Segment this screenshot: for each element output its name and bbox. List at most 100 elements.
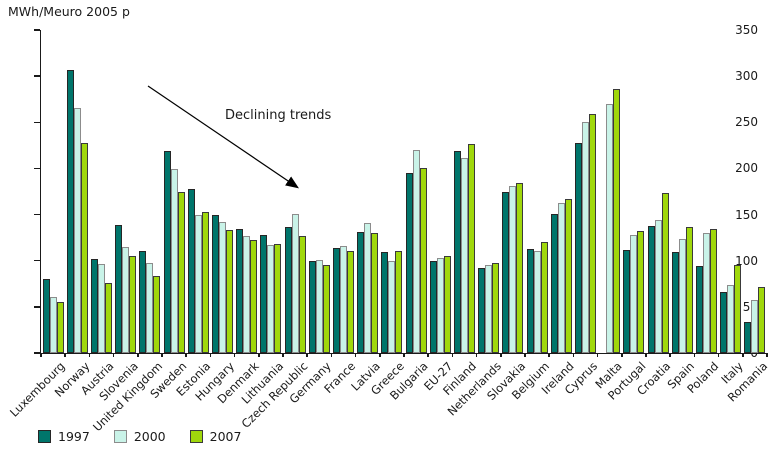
bar-2007 <box>250 240 258 353</box>
legend-label-2000: 2000 <box>133 429 166 444</box>
x-axis-tick <box>548 353 550 357</box>
bar-group-latvia <box>356 30 380 353</box>
bar-1997 <box>308 261 316 353</box>
bar-group-cyprus <box>573 30 597 353</box>
x-axis-tick <box>693 353 696 357</box>
bar-2000 <box>388 261 396 353</box>
bar-1997 <box>526 249 534 353</box>
bar-2007 <box>56 302 64 353</box>
bar-group-malta <box>598 30 622 353</box>
y-axis-tick <box>34 259 40 262</box>
bar-2000 <box>243 236 251 353</box>
x-axis-tick <box>354 353 357 357</box>
bar-2007 <box>661 193 669 353</box>
y-axis-tick <box>34 167 40 170</box>
legend-item-1997: 1997 <box>38 429 90 444</box>
y-axis-tick-label: 0 <box>750 346 758 360</box>
bar-group-czech-republic <box>283 30 307 353</box>
bar-1997 <box>332 248 340 353</box>
bar-2000 <box>436 258 444 353</box>
x-axis-tick <box>209 353 212 357</box>
legend-swatch-1997 <box>38 430 51 443</box>
x-axis-tick <box>233 353 236 357</box>
bar-2000 <box>678 239 686 353</box>
x-axis-tick <box>645 353 647 357</box>
bar-2000 <box>49 297 57 353</box>
x-axis-tick <box>137 353 139 357</box>
bar-2007 <box>346 251 354 353</box>
y-axis-tick <box>34 213 40 216</box>
bar-2000 <box>460 158 468 353</box>
bar-1997 <box>284 227 292 353</box>
bar-1997 <box>260 235 268 353</box>
bar-2007 <box>104 283 112 353</box>
bar-group-portugal <box>622 30 646 353</box>
bar-2000 <box>702 233 710 353</box>
bar-group-eu-27 <box>428 30 452 353</box>
bar-group-germany <box>307 30 331 353</box>
bar-1997 <box>550 214 558 353</box>
x-axis-tick <box>161 353 163 357</box>
bar-2007 <box>443 256 451 353</box>
bar-2007 <box>395 251 403 353</box>
bar-2007 <box>709 229 717 353</box>
legend-item-2007: 2007 <box>189 429 242 444</box>
x-axis-tick <box>282 353 284 357</box>
bar-1997 <box>744 322 752 353</box>
x-axis-tick <box>258 353 260 357</box>
bar-1997 <box>357 232 365 353</box>
x-axis-tick <box>306 353 308 357</box>
bar-1997 <box>502 192 510 353</box>
x-axis-tick <box>621 353 623 357</box>
bar-1997 <box>139 251 147 353</box>
bar-2007 <box>492 263 500 353</box>
bar-2000 <box>654 220 662 353</box>
bar-group-netherlands <box>477 30 501 353</box>
bar-group-lithuania <box>259 30 283 353</box>
bar-2007 <box>734 265 742 353</box>
y-axis-tick <box>34 121 40 124</box>
x-axis-tick <box>717 353 720 357</box>
legend-label-1997: 1997 <box>58 429 90 444</box>
x-axis-tick <box>427 353 429 357</box>
y-axis-tick <box>34 306 40 308</box>
bar-2007 <box>685 227 693 353</box>
legend: 1997 2000 2007 <box>38 429 241 444</box>
bar-group-greece <box>380 30 404 353</box>
x-axis-tick <box>379 353 381 357</box>
bar-2000 <box>170 169 178 353</box>
bar-group-spain <box>670 30 694 353</box>
bar-group-bulgaria <box>404 30 428 353</box>
bar-1997 <box>671 252 679 353</box>
bar-1997 <box>574 143 582 353</box>
bar-2000 <box>533 251 541 353</box>
x-axis-tick <box>330 353 333 357</box>
bar-group-norway <box>65 30 89 353</box>
bar-1997 <box>42 279 50 353</box>
y-axis-tick <box>34 352 40 354</box>
bar-2007 <box>467 144 475 353</box>
bar-group-slovakia <box>501 30 525 353</box>
bar-2000 <box>146 263 154 353</box>
x-axis-tick <box>112 353 115 357</box>
x-axis-tick <box>185 353 187 357</box>
bar-1997 <box>236 229 244 353</box>
x-axis-tick <box>88 353 91 357</box>
bar-1997 <box>381 252 389 353</box>
bar-2007 <box>80 143 88 353</box>
bar-group-finland <box>452 30 476 353</box>
y-axis-tick-label: 100 <box>735 253 758 268</box>
x-axis-tick <box>64 353 66 357</box>
bar-group-croatia <box>646 30 670 353</box>
bar-2000 <box>339 246 347 353</box>
legend-label-2007: 2007 <box>209 429 242 444</box>
y-axis-tick <box>34 29 40 31</box>
bar-group-denmark <box>235 30 259 353</box>
bar-2000 <box>291 214 299 353</box>
plot-area: 0 50 100 150 200 250 300 350 <box>34 23 768 360</box>
y-axis-tick-label: 300 <box>735 69 758 84</box>
bar-2000 <box>630 235 638 353</box>
bar-2000 <box>412 150 420 353</box>
bar-1997 <box>66 70 74 353</box>
bar-2007 <box>564 199 572 353</box>
